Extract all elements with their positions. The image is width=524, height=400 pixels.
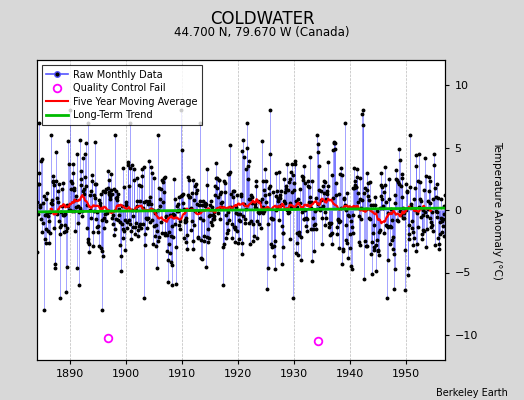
- Text: Berkeley Earth: Berkeley Earth: [436, 388, 508, 398]
- Text: 44.700 N, 79.670 W (Canada): 44.700 N, 79.670 W (Canada): [174, 26, 350, 39]
- Text: COLDWATER: COLDWATER: [210, 10, 314, 28]
- Y-axis label: Temperature Anomaly (°C): Temperature Anomaly (°C): [492, 140, 501, 280]
- Legend: Raw Monthly Data, Quality Control Fail, Five Year Moving Average, Long-Term Tren: Raw Monthly Data, Quality Control Fail, …: [41, 65, 202, 125]
